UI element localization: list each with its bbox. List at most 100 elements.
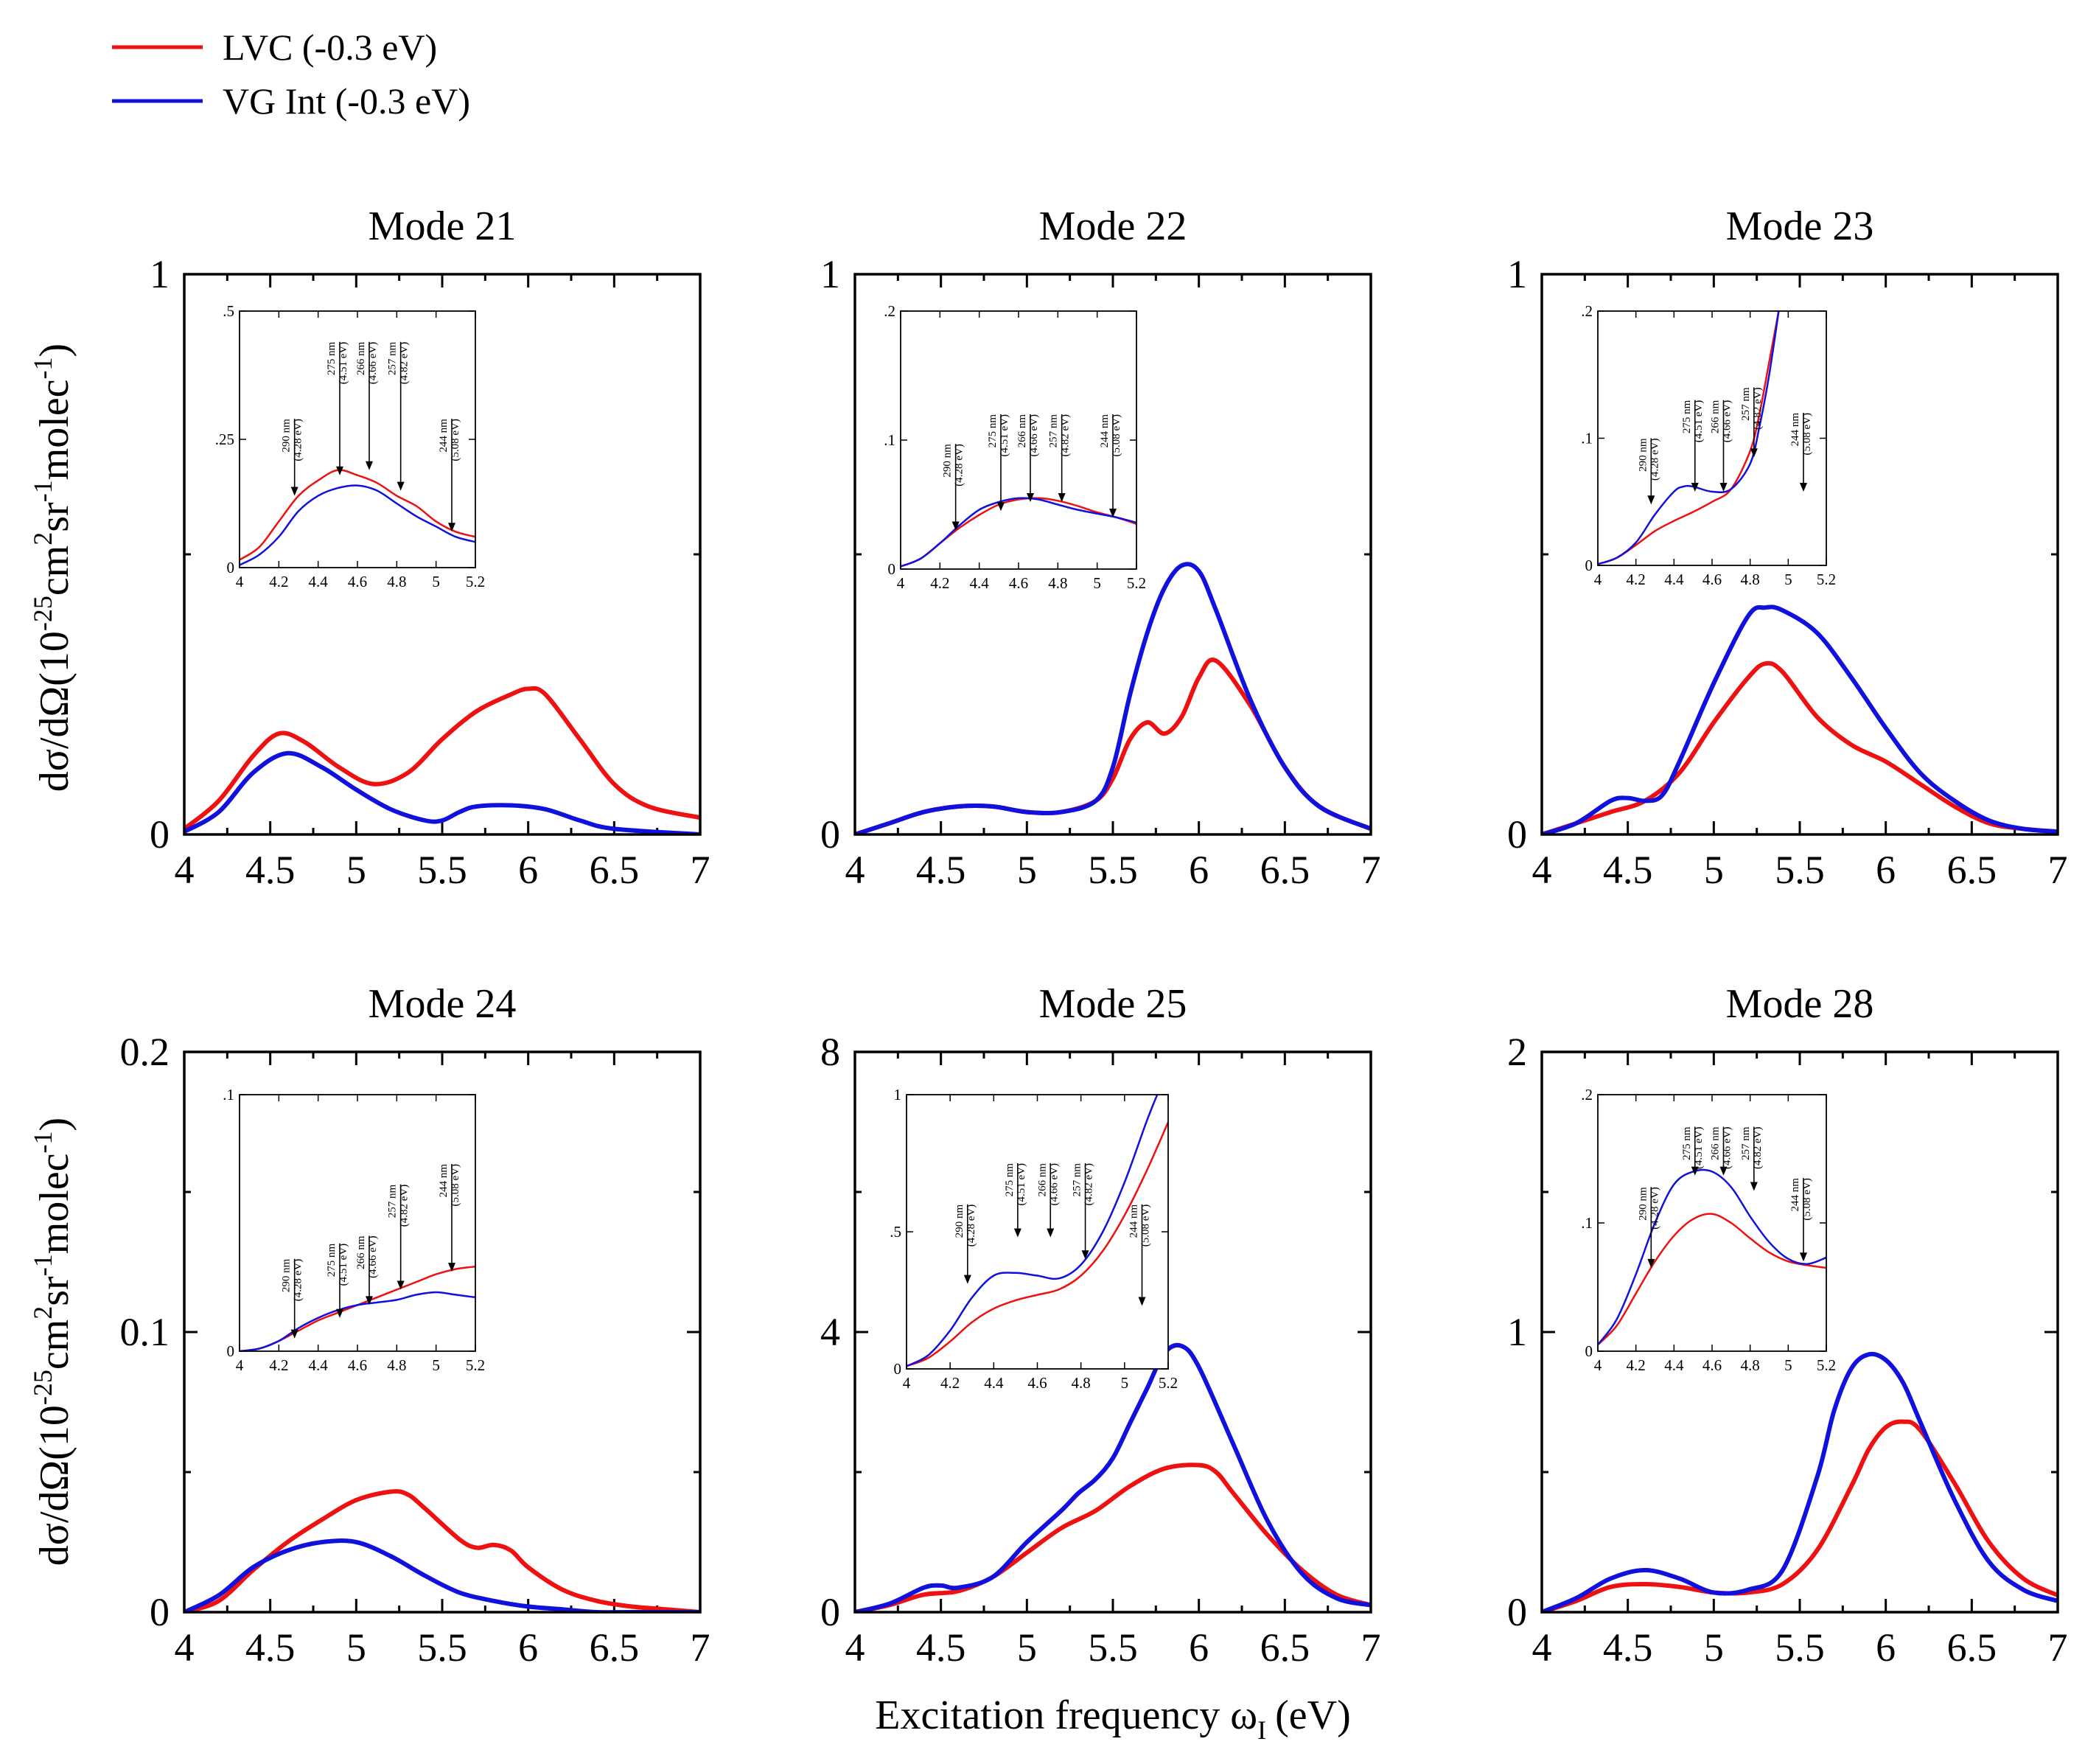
inset-annotations: 290 nm(4.28 eV) 275 nm(4.51 eV) 266 nm(4.6… [942,414,1122,531]
mode-28-x-tick-label: 6.5 [1947,1625,1997,1670]
inset-mode-21: 4 4.2 4.4 4.6 4.8 5 5.2 0 .25 .5 290 nm (4.28 eV) 27… [215,302,485,590]
mode-23-x-tick-label: 7 [2048,848,2068,892]
panel-title: Mode 24 [369,981,517,1027]
ylabel-exp4: -1 [28,357,57,379]
mode-23-frame [1540,273,2059,836]
mode-22-x-tick-label: 4.5 [916,848,966,892]
annotation-wavelength: 257 nm [1072,1163,1083,1197]
mode-28-frame [1540,1050,2059,1614]
mode-25-y-ticks: 048 [820,1030,1371,1634]
ylabel-close: ) [32,1118,77,1132]
annotation-energy: (4.28 eV) [293,1259,304,1301]
panel-mode-24: Mode 244 4.5 5 5.5 6 6.5 700.10.24 4.2 4.4 4.6 4.8… [120,981,710,1670]
annotation-wavelength: 244 nm [1789,413,1801,447]
annotation-wavelength: 290 nm [1637,1187,1649,1221]
inset-mode-24-frame [239,1094,476,1352]
inset-mode-25: 4 4.2 4.4 4.6 4.8 5 5.2 0 .5 1 290 nm (4.28 eV) 275 … [890,1086,1178,1392]
annotation-energy: (4.82 eV) [1083,1163,1095,1205]
annotation-arrowhead [1058,493,1066,502]
panel-mode-23: Mode 23 4 4.5 5 5.5 6 6.5 7 0 1 4 4.2 4.4 4.6 4.8 5 5.2 0… [1507,203,2068,892]
mode-23-x-tick-label: 6.5 [1947,848,1997,892]
ylabel-mid2: sr [32,1276,77,1306]
inset-mode-24-x-tick-label: 5.2 [466,1356,485,1374]
mode-24-x-tick-label: 5.5 [417,1625,467,1670]
mode-28-x-tick-label: 6 [1876,1625,1896,1670]
annotation-energy: (4.82 eV) [1060,414,1072,456]
inset-mode-25-x-tick-label: 4.8 [1072,1374,1091,1392]
mode-22-x-tick-label: 6 [1189,848,1209,892]
inset-mode-22-y-tick-label: .1 [884,431,895,449]
inset-mode-28-series-vgint-line [1598,1168,1826,1346]
mode-28-y-tick-label: 0 [1507,1590,1527,1634]
mode-21-x-tick-label: 7 [691,848,710,892]
mode-22-y-ticks: 01 [820,252,1371,857]
mode-25-x-tick-label: 5 [1017,1625,1037,1670]
annotation-arrowhead [1647,1258,1655,1268]
inset-mode-22-x-tick-label: 4 [897,574,905,592]
inset-mode-21-x-ticks: 4 4.2 4.4 4.6 4.8 5 5.2 [236,311,485,590]
mode-23-x-tick-label: 6 [1876,848,1896,892]
inset-mode-24-x-tick-label: 4.6 [348,1356,367,1374]
mode-22-x-tick-label: 5.5 [1088,848,1138,892]
inset-mode-28-x-tick-label: 4.8 [1741,1356,1760,1374]
annotation-wavelength: 275 nm [1681,400,1693,433]
annotation-wavelength: 275 nm [1004,1163,1016,1197]
annotation-energy: (4.66 eV) [1048,1163,1060,1205]
mode-24-y-tick-label: 0.1 [120,1310,170,1354]
inset-background [240,311,475,568]
inset-mode-21-x-tick-label: 4.8 [387,573,406,590]
annotation-arrowhead [1691,482,1699,492]
mode-21-y-tick-label: 1 [150,252,170,296]
inset-mode-22-y-tick-label: 0 [888,560,896,578]
annotation-energy: (5.08 eV) [1140,1205,1152,1247]
annotation-arrowhead [1800,482,1807,492]
annotation-arrowhead [1027,493,1034,502]
mode-28-x-tick-label: 5 [1704,1625,1724,1670]
annotation-wavelength: 275 nm [1681,1126,1693,1160]
annotation-energy: (4.82 eV) [1752,1126,1764,1168]
inset-mode-25-y-tick-label: .5 [890,1223,901,1241]
y-axis-label-bottom: dσ/dΩ(10-25cm2sr-1molec-1) [28,1118,77,1566]
mode-24-x-tick-label: 6.5 [590,1625,640,1670]
mode-24-series [184,1489,700,1612]
annotation-energy: (4.66 eV) [1722,1126,1733,1168]
annotation-energy: (4.51 eV) [999,414,1010,456]
inset-mode-21-y-tick-label: .25 [215,430,234,448]
annotation-arrowhead [336,466,343,475]
inset-mode-22-x-tick-label: 4.4 [970,574,990,592]
annotation-arrowhead [1013,1228,1021,1238]
annotation-wavelength: 244 nm [1128,1204,1140,1238]
annotation-energy: (4.51 eV) [1693,400,1705,442]
annotation-wavelength: 290 nm [281,419,293,453]
inset-mode-21-x-tick-label: 5.2 [466,573,485,590]
inset-mode-21-x-tick-label: 4.2 [269,573,288,590]
xlabel-main: Excitation frequency ω [875,1692,1257,1738]
inset-background [1598,311,1826,565]
mode-22-series [855,562,1371,834]
mode-28-series-lvc-line [1542,1419,2058,1612]
annotation-wavelength: 257 nm [387,341,399,375]
inset-mode-23-x-ticks: 4 4.2 4.4 4.6 4.8 5 5.2 [1594,311,1836,588]
mode-22-frame [853,273,1372,836]
mode-22-x-tick-label: 6.5 [1260,848,1310,892]
inset-mode-22-x-tick-label: 4.2 [930,574,949,592]
inset-mode-22-y-ticks: 0 .1 .2 [884,302,1136,578]
inset-mode-24: 4 4.2 4.4 4.6 4.8 5 5.2 0 .1 290 nm (4.28 eV) 275 n… [223,1086,485,1374]
mode-28-x-tick-label: 7 [2048,1625,2068,1670]
ylabel-exp1: -25 [28,1370,57,1405]
mode-23-series-vgint-line [1542,604,2058,834]
inset-mode-25-x-tick-label: 4.2 [940,1374,960,1392]
inset-mode-22-series-vgint-line [901,497,1136,568]
mode-24-y-tick-label: 0 [150,1590,170,1634]
inset-mode-22-x-tick-label: 5.2 [1127,574,1146,592]
annotation-wavelength: 275 nm [326,1244,338,1277]
ylabel-exp2: 2 [28,1306,57,1319]
inset-mode-24-x-tick-label: 4.4 [309,1356,329,1374]
inset-mode-21-y-tick-label: .5 [223,302,234,320]
inset-mode-21-y-tick-label: 0 [227,559,235,576]
annotation-wavelength: 266 nm [1710,400,1722,433]
mode-21-y-tick-label: 0 [150,812,170,857]
inset-mode-24-x-tick-label: 5 [432,1356,440,1374]
inset-mode-22-x-tick-label: 5 [1093,574,1101,592]
